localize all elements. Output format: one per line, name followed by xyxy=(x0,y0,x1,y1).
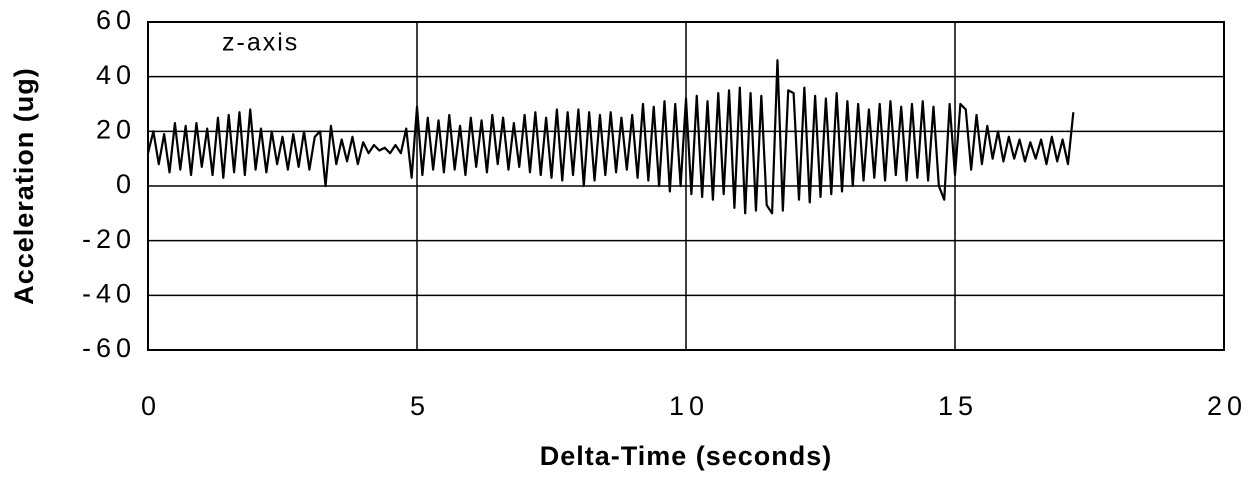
plot-frame xyxy=(147,21,1225,351)
y-tick-label: -60 xyxy=(82,333,136,363)
y-tick-label: -40 xyxy=(82,278,136,308)
y-tick-label: 0 xyxy=(116,169,136,199)
x-tick-label: 5 xyxy=(410,391,430,421)
x-tick-label: 15 xyxy=(938,391,978,421)
x-tick-label: 20 xyxy=(1207,391,1247,421)
x-axis-label: Delta-Time (seconds) xyxy=(540,441,833,471)
y-tick-label: 60 xyxy=(96,5,136,35)
data-line xyxy=(146,59,1075,215)
annotation: z-axis xyxy=(222,29,299,57)
y-tick-label: 20 xyxy=(96,114,136,144)
x-tick-label: 10 xyxy=(669,391,709,421)
y-axis-label: Acceleration (ug) xyxy=(9,67,39,305)
y-tick-label: 40 xyxy=(96,60,136,90)
y-tick-label: -20 xyxy=(82,224,136,254)
x-tick-label: 0 xyxy=(141,391,161,421)
